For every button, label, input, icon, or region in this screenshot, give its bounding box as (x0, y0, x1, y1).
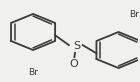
Text: S: S (73, 41, 80, 51)
Text: Br: Br (129, 10, 139, 19)
Text: O: O (69, 59, 78, 69)
Text: Br: Br (28, 68, 38, 77)
